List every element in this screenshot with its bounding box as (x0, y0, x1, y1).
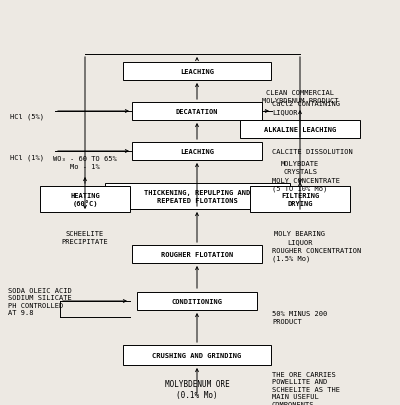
Text: CALCITE DISSOLUTION: CALCITE DISSOLUTION (272, 149, 353, 155)
FancyBboxPatch shape (240, 121, 360, 139)
Text: ALKALINE LEACHING: ALKALINE LEACHING (264, 127, 336, 133)
Text: CONDITIONING: CONDITIONING (172, 298, 222, 304)
FancyBboxPatch shape (104, 183, 290, 209)
Text: MOLYBDATE
CRYSTALS: MOLYBDATE CRYSTALS (281, 161, 319, 174)
Text: ROUGHER FLOTATION: ROUGHER FLOTATION (161, 252, 233, 257)
Text: SCHEELITE
PRECIPITATE: SCHEELITE PRECIPITATE (62, 231, 108, 244)
FancyBboxPatch shape (40, 187, 130, 213)
Text: FILTERING
DRYING: FILTERING DRYING (281, 193, 319, 206)
FancyBboxPatch shape (132, 143, 262, 161)
Text: MOLYBDENUM ORE
(0.1% Mo): MOLYBDENUM ORE (0.1% Mo) (165, 379, 229, 399)
Text: SODA OLEIC ACID
SODIUM SILICATE
PH CONTROLLED
AT 9.8: SODA OLEIC ACID SODIUM SILICATE PH CONTR… (8, 287, 72, 315)
Text: HCl (5%): HCl (5%) (10, 113, 44, 120)
Text: DECATATION: DECATATION (176, 109, 218, 115)
FancyBboxPatch shape (123, 63, 271, 81)
Text: 50% MINUS 200
PRODUCT: 50% MINUS 200 PRODUCT (272, 311, 327, 324)
Text: MOLY BEARING
LIQUOR: MOLY BEARING LIQUOR (274, 231, 326, 244)
Text: CRUSHING AND GRINDING: CRUSHING AND GRINDING (152, 352, 242, 358)
Text: CaCl2 CONTAINING
LIQUOR: CaCl2 CONTAINING LIQUOR (272, 101, 340, 115)
Text: WO₃ - 60 TO 65%
Mo - 1%: WO₃ - 60 TO 65% Mo - 1% (53, 156, 117, 169)
FancyBboxPatch shape (132, 245, 262, 263)
Text: MOLY CONCENTRATE
(5 TO 10% Mo): MOLY CONCENTRATE (5 TO 10% Mo) (272, 177, 340, 192)
FancyBboxPatch shape (123, 345, 271, 365)
FancyBboxPatch shape (132, 103, 262, 121)
Text: HCl (1%): HCl (1%) (10, 154, 44, 161)
Text: THE ORE CARRIES
POWELLITE AND
SCHEELITE AS THE
MAIN USEFUL
COMPONENTS: THE ORE CARRIES POWELLITE AND SCHEELITE … (272, 371, 340, 405)
Text: THICKENING, REPULPING AND
REPEATED FLOTATIONS: THICKENING, REPULPING AND REPEATED FLOTA… (144, 190, 250, 203)
Text: LEACHING: LEACHING (180, 149, 214, 155)
Text: ROUGHER CONCENTRATION
(1.5% Mo): ROUGHER CONCENTRATION (1.5% Mo) (272, 247, 361, 261)
Text: CLEAN COMMERCIAL
MOLYBDENUM PRODUCT: CLEAN COMMERCIAL MOLYBDENUM PRODUCT (262, 90, 338, 104)
Text: LEACHING: LEACHING (180, 69, 214, 75)
Text: HEATING
(60°C): HEATING (60°C) (70, 192, 100, 207)
FancyBboxPatch shape (137, 292, 257, 310)
FancyBboxPatch shape (250, 187, 350, 213)
